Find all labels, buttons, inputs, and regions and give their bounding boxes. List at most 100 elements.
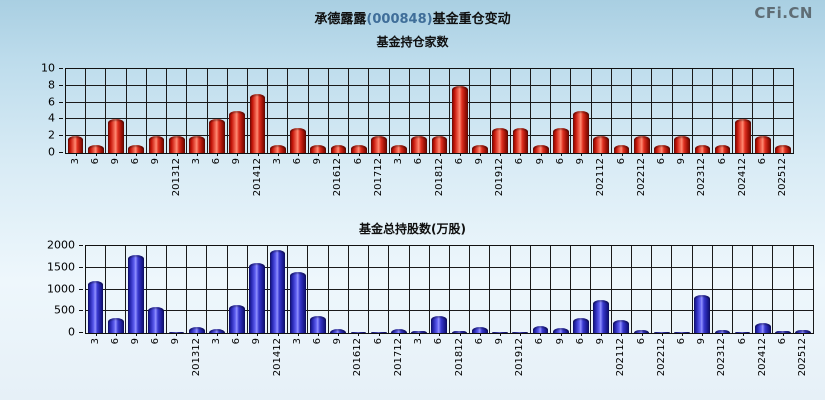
bar — [694, 144, 711, 153]
x-axis-tick — [459, 333, 461, 336]
x-axis-tick-label: 9 — [332, 338, 344, 345]
bar — [370, 331, 387, 333]
x-axis-tick — [641, 153, 643, 156]
chart-column: 202512 — [794, 246, 814, 376]
x-axis-tick — [156, 333, 158, 336]
y-axis-tick-label: 4 — [48, 111, 55, 125]
x-axis-tick-label: 6 — [312, 338, 324, 345]
chart-column: 201712 — [369, 69, 390, 196]
bar — [168, 136, 185, 153]
chart-column: 201612 — [329, 69, 350, 196]
chart-column: 6 — [551, 69, 572, 164]
x-axis-tick-label: 6 — [716, 158, 728, 165]
bar — [471, 326, 488, 333]
x-axis-tick — [297, 333, 299, 336]
x-axis-tick — [479, 153, 481, 156]
x-axis-tick — [237, 153, 239, 156]
bar — [472, 144, 488, 153]
x-axis-tick — [520, 333, 522, 336]
x-axis-tick — [621, 333, 623, 336]
y-axis-tick — [79, 245, 83, 246]
x-axis-tick — [399, 153, 401, 156]
x-axis-tick — [621, 153, 623, 156]
x-axis-tick — [298, 153, 300, 156]
x-axis-tick — [338, 153, 340, 156]
chart-column: 9 — [309, 69, 329, 164]
x-axis-tick — [641, 333, 643, 336]
chart-column: 3 — [288, 246, 309, 344]
x-axis-tick — [398, 333, 400, 336]
bar — [653, 332, 670, 333]
bar — [633, 136, 650, 153]
bar — [572, 318, 589, 333]
chart-column: 6 — [652, 69, 673, 164]
bar — [674, 136, 691, 153]
chart-column: 9 — [470, 69, 491, 164]
x-axis-tick — [338, 333, 340, 336]
chart-column: 9 — [571, 69, 592, 164]
chart-column: 202112 — [592, 69, 612, 196]
bar — [532, 144, 549, 153]
x-axis-tick-label: 9 — [170, 338, 182, 345]
chart-column: 201612 — [349, 246, 370, 376]
chart-column: 6 — [713, 69, 734, 164]
x-axis-tick — [702, 333, 704, 336]
bar — [189, 136, 205, 153]
y-axis-tick-label: 1500 — [47, 260, 75, 274]
chart-column: 9 — [551, 246, 572, 344]
chart-column: 202212 — [632, 69, 653, 196]
chart-column: 6 — [450, 69, 471, 164]
x-axis-tick-label: 3 — [190, 158, 202, 165]
y-axis-tick — [59, 101, 63, 103]
x-axis-tick — [762, 333, 764, 336]
x-axis-tick — [803, 333, 805, 336]
bar — [512, 331, 529, 333]
chart-column: 3 — [66, 69, 87, 164]
chart-column: 202412 — [733, 69, 754, 196]
x-axis-tick-label: 6 — [211, 158, 223, 165]
x-axis-tick — [601, 153, 603, 156]
x-axis-tick-label: 6 — [635, 338, 647, 345]
x-axis-tick — [115, 333, 117, 336]
chart-column: 6 — [86, 69, 107, 164]
x-axis-tick-label: 6 — [615, 158, 627, 165]
chart-column: 201312 — [187, 246, 208, 376]
y-axis-tick — [59, 84, 63, 86]
bar — [734, 119, 751, 153]
x-axis-tick-label: 201412 — [251, 158, 263, 197]
x-axis-tick — [742, 153, 744, 156]
x-axis-tick — [459, 153, 461, 156]
x-axis-tick-label: 9 — [251, 338, 263, 345]
chart-column: 6 — [470, 246, 491, 344]
x-axis-tick — [257, 153, 259, 156]
y-axis-tick — [59, 118, 63, 120]
chart-column: 3 — [390, 69, 410, 164]
x-axis-tick — [540, 153, 542, 156]
chart-column: 201912 — [511, 246, 531, 376]
bar — [411, 331, 427, 333]
y-axis-tick-label: 8 — [48, 78, 55, 92]
x-axis-tick-label: 202512 — [797, 338, 809, 377]
x-axis-tick-label: 201612 — [352, 338, 364, 377]
x-axis-tick — [439, 333, 441, 336]
x-axis-tick-label: 202312 — [716, 338, 728, 377]
x-axis-tick-label: 9 — [130, 338, 142, 345]
x-axis-tick — [783, 153, 785, 156]
chart-column: 202412 — [753, 246, 774, 376]
bar — [330, 328, 347, 333]
x-axis-tick — [661, 333, 663, 336]
x-axis-tick-label: 6 — [554, 158, 566, 165]
y-gridline — [66, 101, 794, 103]
bar — [289, 272, 306, 333]
x-axis-tick — [196, 153, 198, 156]
x-axis-tick-label: 6 — [574, 338, 586, 345]
x-axis-tick-label: 9 — [534, 158, 546, 165]
chart-column: 201412 — [268, 246, 289, 376]
x-axis-tick-label: 6 — [473, 338, 485, 345]
chart-column: 9 — [673, 69, 693, 164]
bar — [613, 319, 630, 333]
chart-column: 3 — [187, 69, 208, 164]
bar — [371, 136, 387, 153]
bar — [593, 136, 610, 153]
bar — [512, 127, 529, 153]
